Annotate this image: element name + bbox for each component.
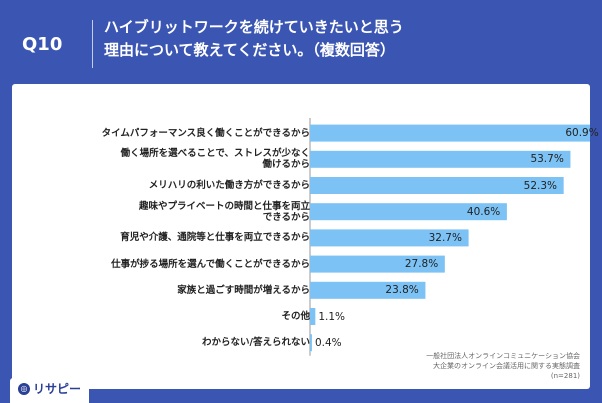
category-label-1: 働く場所を選べることで、ストレスが少なく 働けるから [60,148,310,170]
bar-3 [310,203,507,221]
value-label-8: 0.4% [314,336,342,349]
bar-4 [310,229,469,247]
source-line3: (n=281) [550,372,580,380]
category-label-5: 仕事が捗る場所を選んで働くことができるから [60,259,310,270]
brand-name: リサピー [33,382,82,396]
question-title: ハイブリットワークを続けていきたいと思う 理由について教えてください。（複数回答… [104,16,404,62]
value-label-4: 32.7% [428,231,462,244]
category-label-5-line0: 仕事が捗る場所を選んで働くことができるから [111,258,310,270]
bar-chart [309,118,590,356]
question-number: Q10 [22,34,63,55]
category-label-1-line0: 働く場所を選べることで、ストレスが少なく [120,148,310,160]
category-label-3-line0: 趣味やプライベートの時間と仕事を両立 [138,200,310,212]
bar-7 [310,308,316,325]
value-label-5: 27.8% [404,258,439,271]
value-label-1: 53.7% [530,153,564,166]
bar-2 [310,177,564,194]
chart-card: タイムパフォーマンス良く働くことができるから 60.9% 働く場所を選べることで、ス… [12,84,599,389]
category-label-0-line0: タイムパフォーマンス良く働くことができるから [101,127,310,139]
category-label-0: タイムパフォーマンス良く働くことができるから [60,128,310,139]
category-label-4: 育児や介護、通院等と仕事を両立できるから [60,232,310,243]
value-label-7: 1.1% [318,310,346,323]
source-line2: 大企業のオンライン会議活用に関する実態調査 [433,362,580,370]
bar-6 [310,281,426,299]
category-label-2: メリハリの利いた働き方ができるから [60,180,310,191]
bar-5 [310,255,445,273]
category-label-8: わからない/答えられない [60,337,310,348]
value-label-2: 52.3% [523,179,557,192]
category-label-3-line1: できるから [262,211,310,223]
source-note: 一般社団法人オンラインコミュニケーション協会 大企業のオンライン会議活用に関する… [426,351,580,381]
value-label-3: 40.6% [466,205,501,218]
category-label-8-line0: わからない/答えられない [202,337,310,349]
value-label-0: 60.9% [565,127,599,140]
value-label-6: 23.8% [385,284,419,297]
category-label-7-line0: その他 [281,311,310,322]
category-label-6-line0: 家族と過ごす時間が増えるから [177,284,310,296]
category-label-7: その他 [60,311,310,322]
source-line1: 一般社団法人オンラインコミュニケーション協会 [426,352,580,360]
brand-logo-icon: ◎ [18,382,30,395]
category-label-3: 趣味やプライベートの時間と仕事を両立 できるから [60,201,310,223]
category-label-2-line0: メリハリの利いた働き方ができるから [148,180,310,191]
bar-1 [310,150,571,168]
brand-logo: ◎ リサピー [10,378,90,403]
question-title-line1: ハイブリットワークを続けていきたいと思う [104,18,404,36]
bar-8 [310,334,312,352]
question-title-line2: 理由について教えてください。（複数回答） [104,41,395,59]
header-divider [92,20,93,68]
category-label-1-line1: 働けるから [262,159,310,171]
bar-0 [310,124,590,142]
category-label-4-line0: 育児や介護、通院等と仕事を両立できるから [120,232,310,244]
category-label-6: 家族と過ごす時間が増えるから [60,285,310,296]
